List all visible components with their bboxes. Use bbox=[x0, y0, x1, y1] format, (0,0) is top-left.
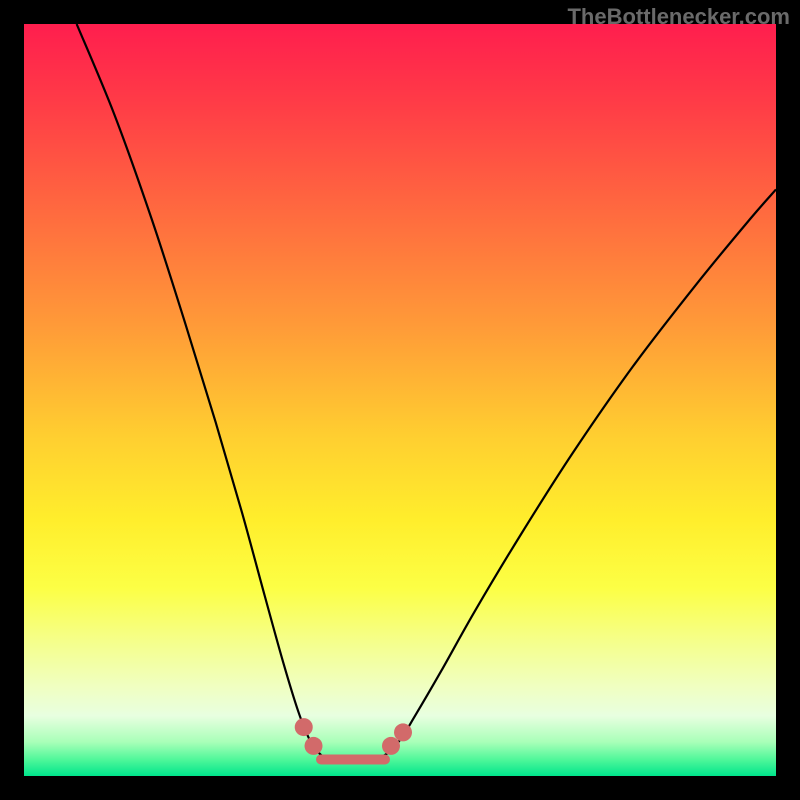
plot-background bbox=[24, 24, 776, 776]
valley-marker-dot bbox=[394, 723, 412, 741]
bottleneck-curve-chart bbox=[0, 0, 800, 800]
watermark-text: TheBottlenecker.com bbox=[567, 4, 790, 30]
valley-marker-dot bbox=[382, 737, 400, 755]
valley-marker-dot bbox=[305, 737, 323, 755]
valley-marker-dot bbox=[295, 718, 313, 736]
chart-frame: TheBottlenecker.com bbox=[0, 0, 800, 800]
